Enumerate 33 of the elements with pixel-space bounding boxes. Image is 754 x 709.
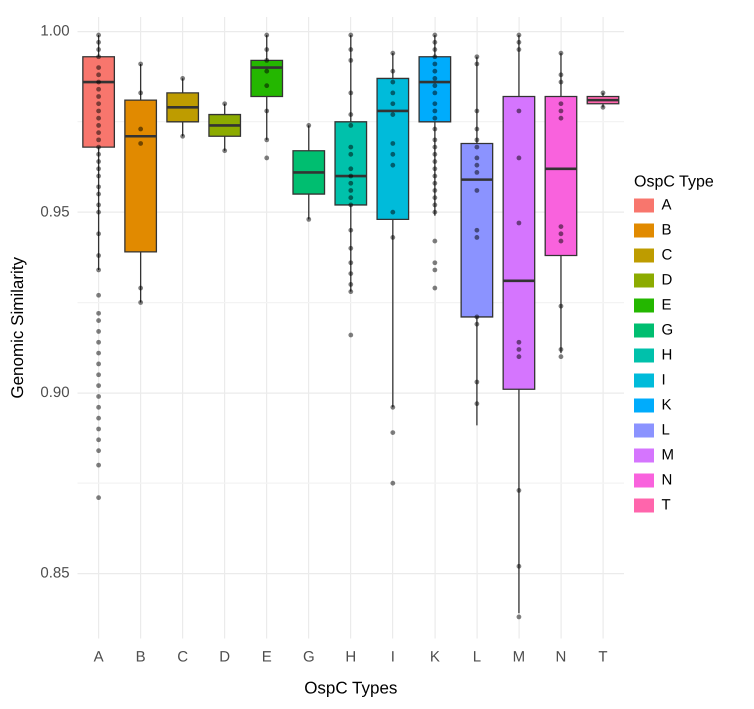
legend-label: K	[662, 396, 672, 414]
x-tick-label: B	[136, 648, 146, 666]
legend-label: D	[662, 272, 673, 289]
x-tick-label: H	[345, 648, 356, 666]
y-axis-title: Genomic Similarity	[8, 256, 27, 399]
x-tick-label: N	[556, 648, 566, 666]
legend-label: T	[662, 496, 671, 514]
x-axis-title: OspC Types	[304, 678, 398, 698]
x-tick-label: K	[430, 648, 440, 666]
legend-title: OspC Type	[634, 173, 714, 190]
y-tick-label: 0.85	[40, 564, 70, 582]
x-tick-label: T	[598, 648, 608, 666]
x-tick-label: E	[262, 648, 272, 666]
legend-label: I	[662, 372, 666, 389]
legend-label: A	[662, 196, 672, 214]
legend-label: L	[662, 422, 670, 439]
x-tick-label: D	[219, 648, 230, 666]
x-tick-label: I	[390, 648, 395, 666]
legend-label: C	[662, 246, 673, 264]
legend-label: E	[662, 296, 672, 314]
y-tick-label: 1.00	[40, 22, 70, 40]
y-tick-label: 0.95	[40, 203, 70, 220]
legend-label: H	[662, 346, 672, 364]
x-tick-label: L	[472, 648, 482, 666]
x-tick-label: G	[302, 648, 315, 666]
x-tick-label: C	[177, 648, 188, 666]
legend-label: B	[662, 222, 672, 239]
x-tick-label: A	[94, 648, 104, 666]
y-tick-label: 0.90	[40, 384, 70, 401]
x-tick-label: M	[512, 648, 526, 666]
legend-label: N	[662, 472, 672, 489]
legend-label: G	[662, 322, 674, 339]
legend-label: M	[662, 446, 674, 464]
